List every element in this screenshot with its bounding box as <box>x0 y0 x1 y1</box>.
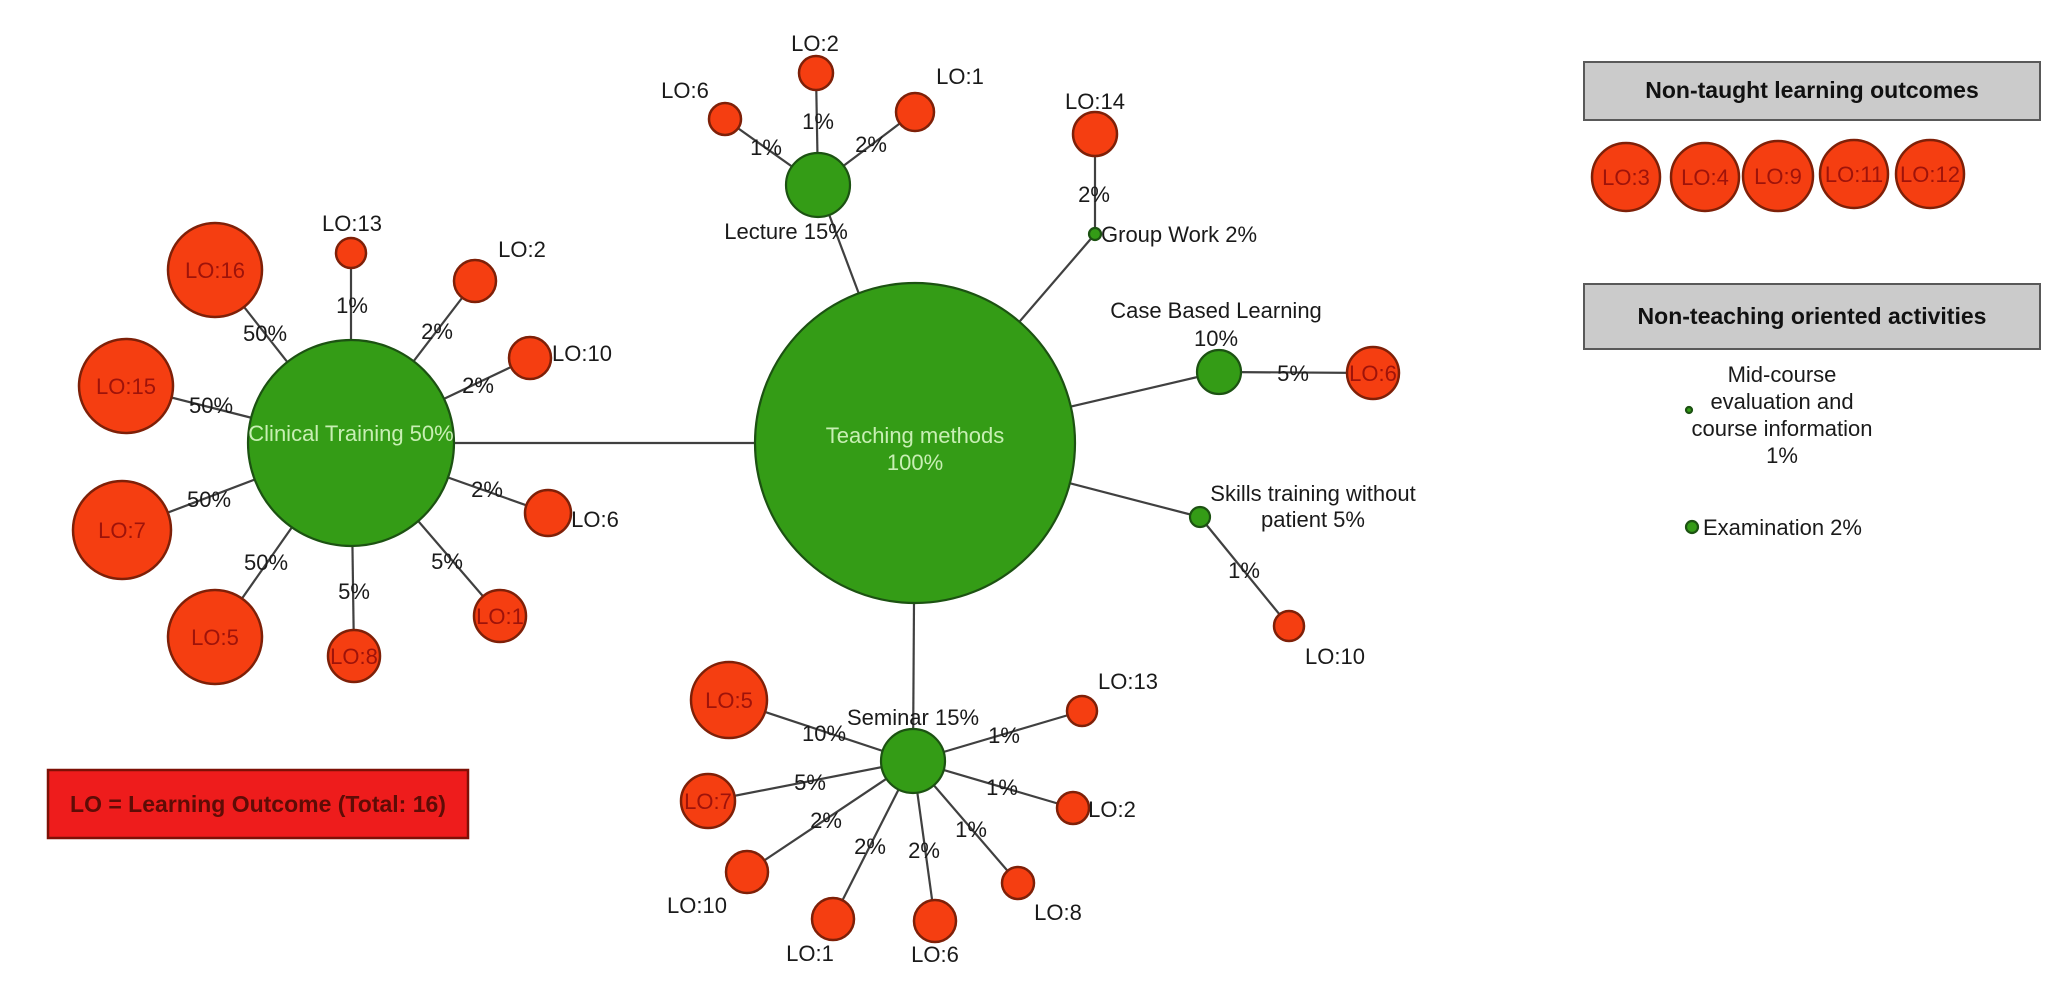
svg-text:1%: 1% <box>1228 558 1260 583</box>
svg-text:LO:2: LO:2 <box>498 237 546 262</box>
svg-text:LO:1: LO:1 <box>786 941 834 966</box>
svg-text:1%: 1% <box>802 109 834 134</box>
svg-text:1%: 1% <box>988 723 1020 748</box>
svg-text:LO:13: LO:13 <box>1098 669 1158 694</box>
svg-text:patient 5%: patient 5% <box>1261 507 1365 532</box>
svg-text:2%: 2% <box>854 834 886 859</box>
svg-text:LO:5: LO:5 <box>705 688 753 713</box>
svg-text:50%: 50% <box>189 393 233 418</box>
svg-text:2%: 2% <box>421 319 453 344</box>
svg-text:Teaching methods: Teaching methods <box>826 423 1005 448</box>
svg-text:Clinical Training 50%: Clinical Training 50% <box>248 421 453 446</box>
svg-text:2%: 2% <box>462 373 494 398</box>
svg-text:LO:13: LO:13 <box>322 211 382 236</box>
svg-text:LO:9: LO:9 <box>1754 164 1802 189</box>
svg-text:5%: 5% <box>431 549 463 574</box>
svg-text:Examination 2%: Examination 2% <box>1703 515 1862 540</box>
svg-text:course information: course information <box>1692 416 1873 441</box>
svg-text:LO:7: LO:7 <box>98 518 146 543</box>
svg-text:LO:2: LO:2 <box>1088 797 1136 822</box>
svg-text:LO:10: LO:10 <box>552 341 612 366</box>
svg-text:LO:15: LO:15 <box>96 374 156 399</box>
svg-text:Non-taught learning outcomes: Non-taught learning outcomes <box>1645 77 1979 103</box>
svg-text:Case Based Learning: Case Based Learning <box>1110 298 1322 323</box>
svg-text:2%: 2% <box>810 808 842 833</box>
svg-text:50%: 50% <box>187 487 231 512</box>
svg-text:5%: 5% <box>794 770 826 795</box>
svg-text:Skills training without: Skills training without <box>1210 481 1415 506</box>
svg-text:10%: 10% <box>802 721 846 746</box>
svg-text:LO = Learning Outcome (Total:: LO = Learning Outcome (Total: 16) <box>70 791 446 817</box>
svg-text:LO:10: LO:10 <box>1305 644 1365 669</box>
svg-text:Non-teaching oriented activiti: Non-teaching oriented activities <box>1638 303 1987 329</box>
svg-text:2%: 2% <box>471 477 503 502</box>
svg-text:10%: 10% <box>1194 326 1238 351</box>
svg-text:2%: 2% <box>1078 182 1110 207</box>
svg-text:Mid-course: Mid-course <box>1728 362 1837 387</box>
svg-text:2%: 2% <box>855 132 887 157</box>
svg-text:100%: 100% <box>887 450 943 475</box>
svg-text:Seminar 15%: Seminar 15% <box>847 705 979 730</box>
svg-text:2%: 2% <box>908 838 940 863</box>
svg-text:LO:7: LO:7 <box>684 789 732 814</box>
svg-text:LO:1: LO:1 <box>476 604 524 629</box>
svg-text:LO:6: LO:6 <box>911 942 959 967</box>
svg-text:LO:5: LO:5 <box>191 625 239 650</box>
svg-text:50%: 50% <box>243 321 287 346</box>
svg-text:LO:4: LO:4 <box>1681 165 1729 190</box>
svg-text:1%: 1% <box>750 135 782 160</box>
svg-text:1%: 1% <box>1766 443 1798 468</box>
svg-text:5%: 5% <box>1277 361 1309 386</box>
svg-text:1%: 1% <box>955 817 987 842</box>
svg-text:LO:6: LO:6 <box>661 78 709 103</box>
svg-text:5%: 5% <box>338 579 370 604</box>
svg-text:LO:8: LO:8 <box>330 644 378 669</box>
svg-text:LO:1: LO:1 <box>936 64 984 89</box>
svg-text:LO:8: LO:8 <box>1034 900 1082 925</box>
svg-text:LO:2: LO:2 <box>791 31 839 56</box>
svg-text:evaluation and: evaluation and <box>1710 389 1853 414</box>
svg-text:LO:10: LO:10 <box>667 893 727 918</box>
svg-text:Group Work 2%: Group Work 2% <box>1101 222 1257 247</box>
svg-text:LO:6: LO:6 <box>1349 361 1397 386</box>
svg-text:1%: 1% <box>986 775 1018 800</box>
svg-text:LO:12: LO:12 <box>1900 162 1960 187</box>
svg-text:LO:11: LO:11 <box>1825 162 1883 187</box>
svg-text:1%: 1% <box>336 293 368 318</box>
svg-text:LO:3: LO:3 <box>1602 165 1650 190</box>
svg-text:Lecture 15%: Lecture 15% <box>724 219 848 244</box>
svg-text:50%: 50% <box>244 550 288 575</box>
svg-text:LO:14: LO:14 <box>1065 89 1125 114</box>
svg-text:LO:16: LO:16 <box>185 258 245 283</box>
svg-text:LO:6: LO:6 <box>571 507 619 532</box>
